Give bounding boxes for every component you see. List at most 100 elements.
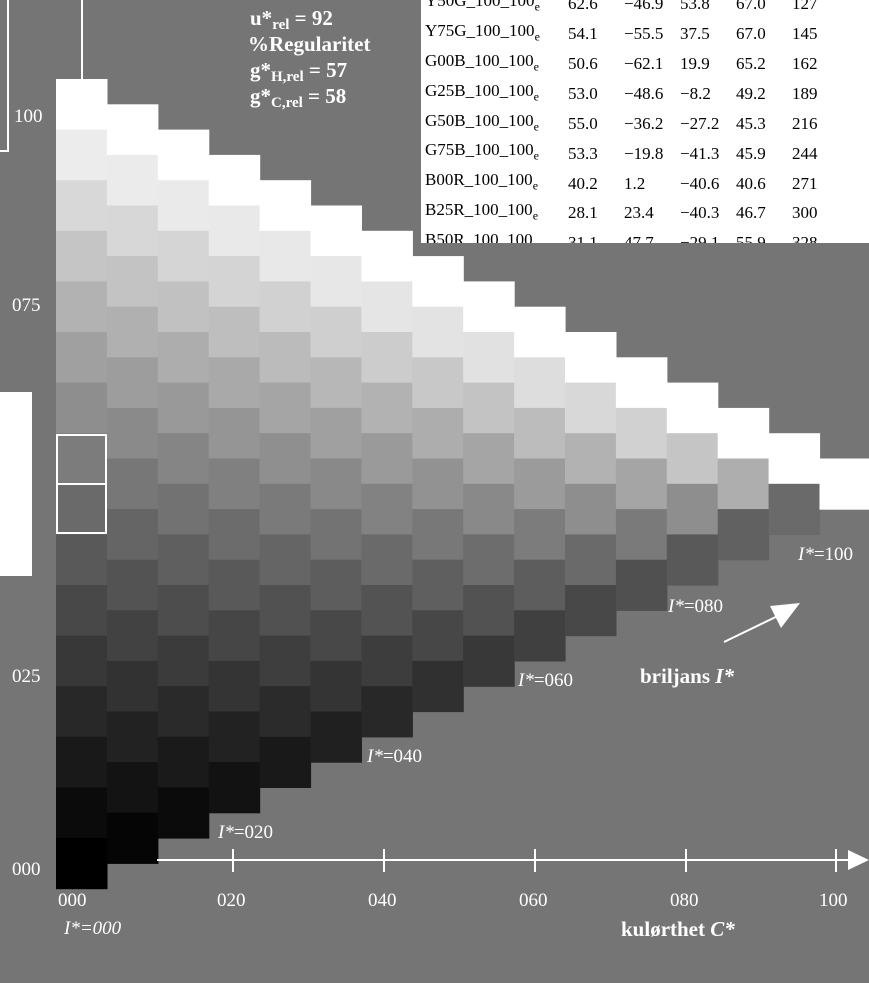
cell-b: −40.3 <box>680 203 720 223</box>
gray-patch <box>361 433 413 485</box>
cell-l: 62.6 <box>568 0 598 14</box>
gray-patch <box>412 610 464 662</box>
color-data-table: Y50G_100_100e 62.6 −46.9 53.8 67.0 127 Y75G_10… <box>421 0 869 243</box>
brilliance-label-text: briljans <box>640 664 716 688</box>
gray-patch <box>514 509 566 561</box>
gray-patch <box>412 559 464 611</box>
cell-l: 31.1 <box>568 233 598 243</box>
gray-patch <box>157 230 210 282</box>
gray-patch <box>310 660 362 713</box>
gray-patch <box>208 559 261 611</box>
table-row: G00B_100_100e 50.6 −62.1 19.9 65.2 162 <box>421 49 832 79</box>
cell-b: −40.6 <box>680 173 720 193</box>
gray-patch <box>463 635 515 687</box>
cell-c: 65.2 <box>736 53 766 73</box>
gh-value: = 57 <box>303 58 348 82</box>
cell-c: 45.9 <box>736 143 766 163</box>
table-row: G75B_100_100e 53.3 −19.8 −41.3 45.9 244 <box>421 138 832 168</box>
gray-patch <box>56 281 108 333</box>
x-tick-label: 080 <box>670 890 699 911</box>
gray-patch <box>768 483 821 535</box>
gray-patch <box>565 433 617 485</box>
gray-patch <box>157 180 210 232</box>
gc-symbol: g* <box>250 84 271 108</box>
cell-a: −48.6 <box>624 83 664 103</box>
gray-patch <box>259 534 312 586</box>
x-tick-label: 060 <box>519 890 548 911</box>
gray-patch <box>361 585 413 637</box>
x-axis-label-text: kulørthet <box>621 917 711 941</box>
u-rel-value: = 92 <box>289 6 333 30</box>
cell-c: 49.2 <box>736 83 766 103</box>
cell-l: 40.2 <box>568 173 598 193</box>
table-row: B00R_100_100e 40.2 1.2 −40.6 40.6 271 <box>421 168 832 198</box>
cell-b: 19.9 <box>680 53 710 73</box>
cell-h: 145 <box>792 24 818 44</box>
gray-patch <box>361 483 413 535</box>
gray-patch <box>56 838 108 890</box>
table-row: B50R_100_100e 31.1 47.7 −29.1 55.9 328 <box>421 228 832 243</box>
gray-patch <box>412 357 464 409</box>
cell-c: 45.3 <box>736 113 766 133</box>
gray-patch <box>157 585 210 637</box>
top-pointer-line <box>81 0 83 80</box>
gray-patch <box>259 635 312 687</box>
gray-patch <box>106 509 159 561</box>
cell-b: 53.8 <box>680 0 710 14</box>
gray-patch <box>615 407 668 460</box>
gray-patch <box>56 736 108 788</box>
cell-h: 271 <box>792 173 818 193</box>
gray-patch <box>565 585 617 637</box>
gray-patch <box>666 382 719 434</box>
gray-patch <box>208 458 261 510</box>
cell-b: −41.3 <box>680 143 720 163</box>
cell-name: Y75G_100_100e <box>425 20 540 44</box>
gray-patch <box>208 660 261 713</box>
gray-patch <box>259 483 312 535</box>
gray-patch <box>106 812 159 864</box>
cell-a: −19.8 <box>624 143 664 163</box>
gray-patch <box>208 154 261 207</box>
u-rel-symbol: u* <box>250 6 273 30</box>
cell-c: 67.0 <box>736 0 766 14</box>
table-row: Y75G_100_100e 54.1 −55.5 37.5 67.0 145 <box>421 19 832 49</box>
gray-patch <box>666 433 719 485</box>
gray-patch <box>514 407 566 460</box>
gray-patch <box>361 686 413 738</box>
gray-patch <box>56 787 108 839</box>
gray-patch <box>361 534 413 586</box>
gray-patch <box>565 382 617 434</box>
gray-patch <box>157 483 210 535</box>
gray-patch <box>106 407 159 460</box>
gray-patch <box>259 686 312 738</box>
gray-patch <box>208 357 261 409</box>
gray-patch <box>310 407 362 460</box>
gray-patch <box>463 382 515 434</box>
gray-patch <box>768 433 821 485</box>
x-axis-arrowhead <box>848 850 869 870</box>
x-tick-label: 100 <box>819 890 848 911</box>
y-tick-label: 000 <box>12 859 41 880</box>
regularitet-label: %Regularitet <box>248 32 371 56</box>
cell-name: G25B_100_100e <box>425 80 539 104</box>
cell-c: 55.9 <box>736 233 766 243</box>
brilliance-label-var: I* <box>715 664 734 688</box>
gray-patch <box>310 458 362 510</box>
cell-a: 47.7 <box>624 233 654 243</box>
cell-c: 46.7 <box>736 203 766 223</box>
gray-patch <box>412 509 464 561</box>
gray-patch <box>514 610 566 662</box>
table-row: G25B_100_100e 53.0 −48.6 −8.2 49.2 189 <box>421 79 832 109</box>
gray-patch <box>259 230 312 282</box>
x-tick-label: 040 <box>368 890 397 911</box>
cell-b: 37.5 <box>680 24 710 44</box>
x-axis-label-var: C* <box>710 917 735 941</box>
brilliance-arrowhead <box>770 603 800 628</box>
gray-patch <box>106 205 159 257</box>
gray-patch <box>56 79 108 131</box>
cell-c: 40.6 <box>736 173 766 193</box>
gray-patch <box>56 129 108 181</box>
gray-patch <box>463 332 515 384</box>
